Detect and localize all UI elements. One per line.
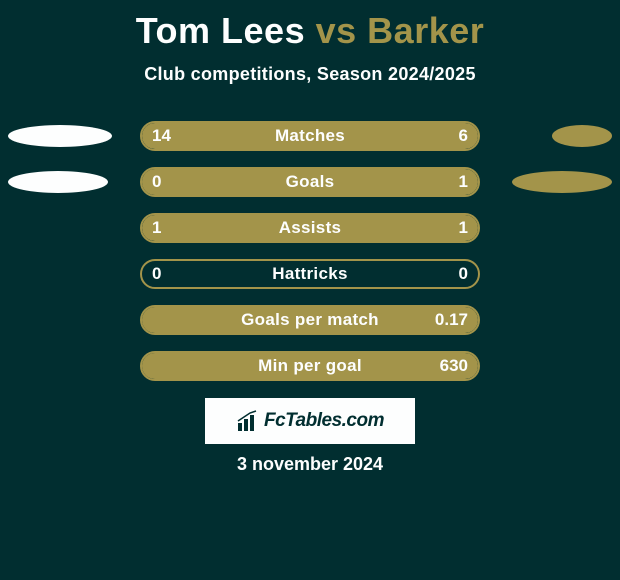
left-ellipse — [8, 171, 108, 193]
stat-row: 0Hattricks0 — [0, 257, 620, 303]
stat-bar-track: 14Matches6 — [140, 121, 480, 151]
stats-bars: 14Matches60Goals11Assists10Hattricks0Goa… — [0, 119, 620, 395]
right-ellipse — [512, 171, 612, 193]
logo-text: FcTables.com — [264, 410, 384, 432]
fctables-logo: FcTables.com — [205, 398, 415, 444]
comparison-title: Tom Lees vs Barker — [0, 0, 620, 52]
right-ellipse — [552, 125, 612, 147]
subtitle: Club competitions, Season 2024/2025 — [0, 64, 620, 85]
player2-name: Barker — [367, 10, 484, 51]
stat-right-value: 630 — [440, 353, 468, 379]
stat-label: Assists — [142, 215, 478, 241]
stat-row: 14Matches6 — [0, 119, 620, 165]
stat-label: Matches — [142, 123, 478, 149]
stat-right-value: 1 — [459, 215, 468, 241]
stat-row: 1Assists1 — [0, 211, 620, 257]
stat-right-value: 1 — [459, 169, 468, 195]
stat-label: Goals per match — [142, 307, 478, 333]
stat-row: 0Goals1 — [0, 165, 620, 211]
stat-right-value: 0 — [459, 261, 468, 287]
stat-row: Min per goal630 — [0, 349, 620, 395]
vs-text: vs — [316, 10, 357, 51]
stat-bar-track: Goals per match0.17 — [140, 305, 480, 335]
stat-right-value: 0.17 — [435, 307, 468, 333]
stat-bar-track: 0Hattricks0 — [140, 259, 480, 289]
stat-row: Goals per match0.17 — [0, 303, 620, 349]
player1-name: Tom Lees — [136, 10, 305, 51]
date-text: 3 november 2024 — [0, 454, 620, 475]
stat-right-value: 6 — [459, 123, 468, 149]
stat-bar-track: Min per goal630 — [140, 351, 480, 381]
stat-bar-track: 1Assists1 — [140, 213, 480, 243]
stat-bar-track: 0Goals1 — [140, 167, 480, 197]
stat-label: Hattricks — [142, 261, 478, 287]
left-ellipse — [8, 125, 112, 147]
chart-icon — [236, 409, 260, 433]
stat-label: Min per goal — [142, 353, 478, 379]
stat-label: Goals — [142, 169, 478, 195]
